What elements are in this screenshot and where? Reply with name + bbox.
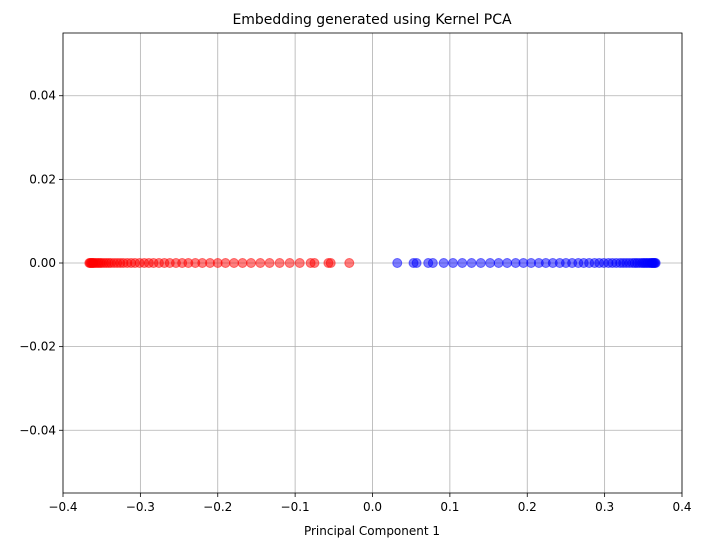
scatter-point	[237, 258, 248, 268]
scatter-point	[344, 258, 355, 268]
x-tick-label: −0.3	[126, 500, 155, 514]
scatter-point	[220, 258, 231, 268]
scatter-point	[325, 258, 336, 268]
scatter-point	[411, 258, 422, 268]
data-points	[84, 258, 661, 268]
scatter-point	[493, 258, 504, 268]
x-tick-label: 0.1	[440, 500, 459, 514]
scatter-point	[255, 258, 266, 268]
x-axis: −0.4 −0.3 −0.2 −0.1 0.0 0.1 0.2 0.3 0.4	[48, 493, 692, 514]
y-axis: −0.04 −0.02 0.00 0.02 0.04	[19, 89, 63, 437]
y-tick-label: 0.00	[29, 256, 56, 270]
scatter-point	[427, 258, 438, 268]
scatter-point	[650, 258, 661, 268]
scatter-point	[392, 258, 403, 268]
scatter-point	[466, 258, 477, 268]
scatter-point	[284, 258, 295, 268]
chart-title: Embedding generated using Kernel PCA	[232, 12, 512, 28]
y-tick-label: −0.04	[19, 423, 56, 437]
scatter-point	[246, 258, 257, 268]
scatter-point	[294, 258, 305, 268]
x-tick-label: 0.3	[595, 500, 614, 514]
scatter-point	[457, 258, 468, 268]
scatter-point	[438, 258, 449, 268]
scatter-point	[475, 258, 486, 268]
y-tick-label: 0.04	[29, 89, 56, 103]
x-tick-label: −0.4	[48, 500, 77, 514]
x-tick-label: 0.2	[518, 500, 537, 514]
scatter-point	[264, 258, 275, 268]
scatter-point	[485, 258, 496, 268]
scatter-point	[309, 258, 320, 268]
x-axis-label: Principal Component 1	[304, 524, 440, 538]
scatter-point	[447, 258, 458, 268]
scatter-point	[274, 258, 285, 268]
x-tick-label: 0.0	[363, 500, 382, 514]
y-tick-label: −0.02	[19, 340, 56, 354]
scatter-point	[228, 258, 239, 268]
scatter-point	[502, 258, 513, 268]
x-tick-label: −0.1	[281, 500, 310, 514]
x-tick-label: 0.4	[672, 500, 691, 514]
y-tick-label: 0.02	[29, 172, 56, 186]
x-tick-label: −0.2	[203, 500, 232, 514]
